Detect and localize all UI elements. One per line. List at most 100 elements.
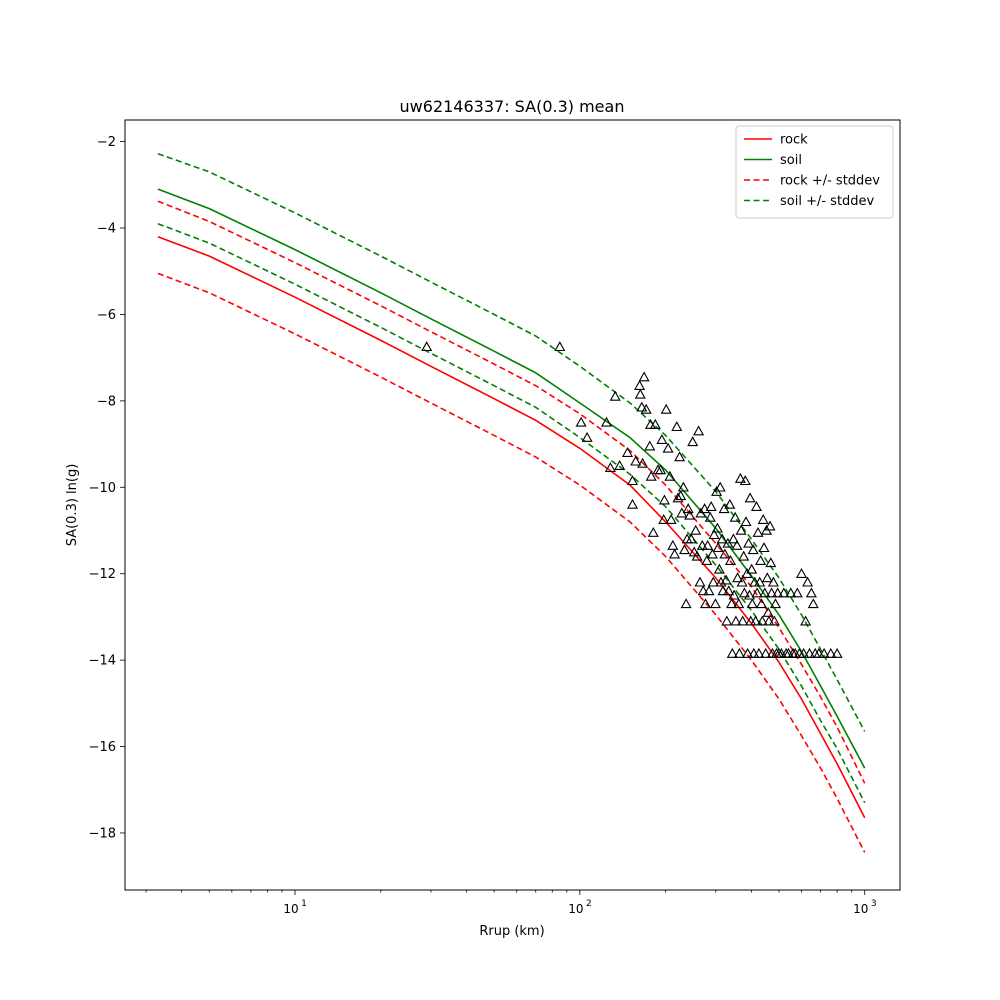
observation-point — [740, 516, 752, 527]
series-line-rock-stddev-2 — [157, 200, 866, 784]
x-axis: 10 1 10 2 10 3 — [145, 890, 877, 916]
observation-point — [757, 513, 769, 524]
observation-point — [742, 647, 754, 658]
observation-point — [803, 647, 816, 658]
observation-point — [575, 416, 587, 427]
observation-point — [756, 615, 768, 626]
observation-point — [760, 647, 772, 658]
observation-point — [678, 544, 691, 555]
observation-point — [731, 539, 743, 550]
observation-point — [753, 647, 765, 658]
observation-point — [717, 585, 729, 596]
observation-point — [738, 550, 750, 561]
observation-point — [680, 598, 692, 609]
observation-point — [634, 379, 646, 390]
observation-point — [665, 513, 677, 524]
observation-point — [735, 524, 747, 535]
observation-point — [758, 542, 770, 553]
observation-point — [736, 576, 748, 587]
chart-title: uw62146337: SA(0.3) mean — [400, 97, 625, 116]
observation-point — [604, 462, 616, 473]
observation-point — [805, 587, 817, 598]
observation-point — [697, 585, 709, 596]
y-tick-label: −18 — [89, 826, 116, 841]
observation-point — [714, 481, 726, 492]
observation-point — [825, 647, 837, 658]
observation-point — [662, 442, 674, 453]
observation-point — [626, 498, 639, 509]
observation-point — [785, 587, 797, 598]
observation-point — [656, 434, 668, 444]
observation-point — [671, 421, 683, 432]
observation-point — [802, 576, 814, 587]
x-tick-exponent: 1 — [301, 899, 307, 909]
series-line-band-5 — [157, 222, 866, 804]
observation-point — [674, 451, 686, 462]
observation-point — [768, 615, 780, 626]
observation-point — [795, 567, 808, 578]
observation-point — [672, 492, 684, 503]
plot-frame — [124, 119, 901, 891]
observation-point — [737, 615, 749, 626]
observation-point — [655, 464, 667, 475]
y-tick-label: −2 — [97, 135, 116, 150]
observation-point — [694, 576, 706, 587]
series-line-rock-0 — [157, 235, 866, 819]
observation-point — [675, 490, 687, 501]
observation-point — [554, 341, 566, 352]
observation-point — [752, 526, 764, 537]
observation-point — [762, 606, 774, 617]
x-axis-label: Rrup (km) — [479, 924, 544, 939]
observation-point — [715, 576, 727, 587]
observation-point — [763, 615, 775, 626]
observation-point — [769, 598, 782, 609]
observation-point — [600, 416, 613, 427]
observation-point — [647, 526, 659, 537]
observation-point — [704, 511, 716, 522]
legend: rock soil rock +/- stddev soil +/- stddev — [735, 125, 894, 219]
observation-point — [765, 557, 777, 568]
observation-point — [772, 587, 784, 598]
observation-point — [699, 503, 711, 514]
observation-point — [658, 494, 670, 505]
observation-point — [716, 533, 728, 544]
observation-point — [778, 587, 790, 598]
y-tick-label: −12 — [89, 567, 116, 582]
observation-point — [813, 647, 825, 658]
observation-point — [634, 388, 646, 399]
observation-point — [733, 598, 745, 609]
observation-point — [644, 440, 656, 451]
observation-point — [750, 615, 762, 626]
observation-point — [614, 459, 626, 470]
observation-point — [723, 585, 735, 596]
observation-point — [726, 647, 738, 658]
y-tick-label: −14 — [89, 654, 116, 669]
observation-point — [677, 481, 689, 492]
observation-point — [767, 576, 779, 587]
observation-point — [707, 576, 719, 587]
observation-point — [691, 550, 703, 561]
x-tick-exponent: 2 — [586, 899, 592, 909]
observation-point — [719, 548, 731, 559]
observation-point — [751, 587, 763, 598]
observation-point — [621, 446, 634, 457]
observation-point — [703, 585, 715, 596]
observation-point — [734, 472, 746, 483]
observation-point — [743, 589, 756, 600]
observation-point — [750, 500, 763, 511]
x-tick-label: 10 — [853, 902, 868, 916]
observation-point — [609, 390, 621, 401]
observation-point — [701, 554, 713, 565]
observation-point — [699, 598, 712, 609]
observation-point — [818, 647, 830, 658]
observation-point — [726, 598, 738, 609]
observation-point — [743, 537, 755, 548]
observation-point — [706, 548, 718, 559]
observation-point — [766, 587, 778, 598]
observation-point — [746, 598, 758, 609]
observation-point — [732, 572, 744, 583]
observation-point — [724, 498, 736, 509]
observation-point — [764, 520, 776, 531]
series-line-band-3 — [157, 272, 866, 853]
